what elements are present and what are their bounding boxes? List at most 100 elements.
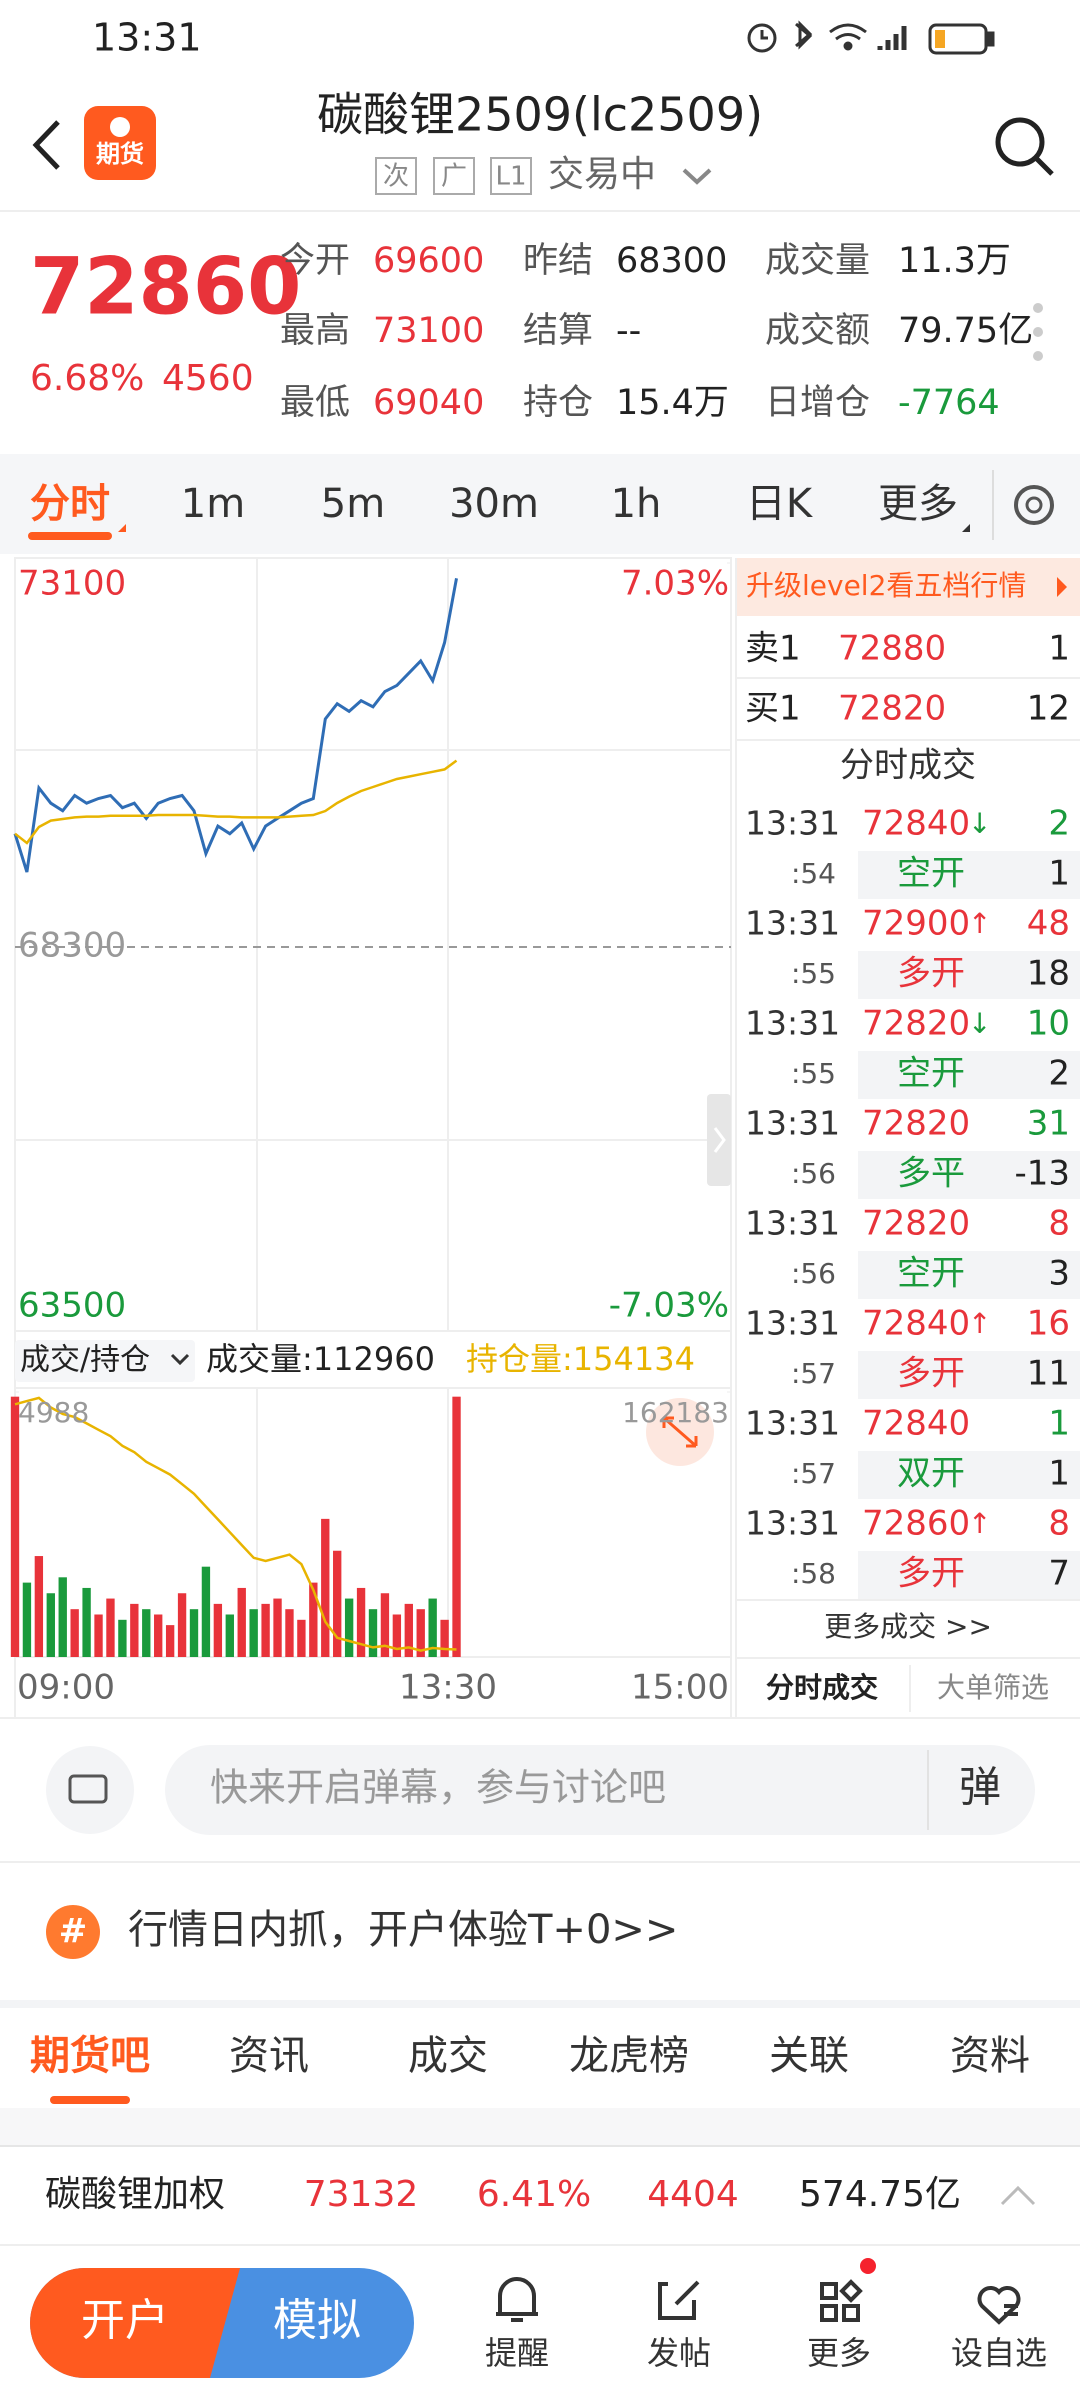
back-button[interactable] (32, 120, 60, 170)
more-dots[interactable] (1033, 303, 1043, 361)
field-value: 69600 (373, 241, 484, 281)
period-tab[interactable]: 分时 (30, 481, 110, 527)
volume-bar (309, 1582, 318, 1657)
search-button[interactable] (995, 117, 1045, 167)
field-value: -7764 (898, 383, 1000, 423)
more-trades[interactable]: 更多成交 >> (824, 1610, 992, 1643)
page-title: 碳酸锂2509(lc2509) (317, 88, 763, 142)
panel-tab[interactable]: 大单筛选 (937, 1671, 1049, 1704)
volume-bar (189, 1609, 199, 1657)
level2-banner[interactable] (737, 558, 1080, 616)
field-label: 成交量 (765, 241, 870, 281)
x-tick-label: 13:30 (399, 1668, 497, 1708)
settings-inner (1025, 496, 1043, 514)
badge (490, 157, 532, 195)
search-handle (1034, 156, 1054, 176)
field-label: 成交额 (765, 311, 870, 351)
volume-bar (416, 1609, 425, 1657)
tab-corner (962, 524, 970, 532)
field-value: 68300 (616, 241, 727, 281)
active-underline (28, 532, 112, 540)
danmaku-button[interactable]: 弹 (959, 1763, 1001, 1812)
ticker-expand[interactable] (1000, 2185, 1036, 2206)
field-label: 结算 (523, 311, 593, 351)
field-value: -- (616, 311, 641, 351)
trade-time: 13:31 (745, 804, 840, 843)
comment-input[interactable] (165, 1745, 1035, 1835)
settings-button[interactable] (1014, 485, 1054, 525)
volume-bar (10, 1396, 20, 1657)
ticker-amount: 574.75亿 (799, 2174, 961, 2215)
volume-tick-label: 4988 (18, 1396, 89, 1429)
x-tick-label: 09:00 (17, 1668, 115, 1708)
badge (433, 157, 475, 195)
status-icons (747, 20, 995, 55)
status-chevron[interactable] (682, 168, 712, 185)
period-tab[interactable]: 30m (449, 481, 539, 527)
hold-line (14, 1396, 457, 1652)
level2-banner-text[interactable]: 升级level2看五档行情 (746, 569, 1026, 602)
price-line (13, 578, 458, 873)
nav-item[interactable]: 设自选 (951, 2334, 1047, 2372)
trade-subrow (858, 1351, 1080, 1399)
last-price: 72860 (30, 242, 301, 332)
period-tab[interactable]: 5m (321, 481, 385, 527)
selector-box[interactable] (15, 1340, 195, 1382)
panel-tab[interactable]: 分时成交 (766, 1671, 878, 1704)
trade-price: 72820 (862, 1204, 970, 1244)
danmaku-toggle[interactable] (46, 1746, 134, 1834)
volume-bar (130, 1603, 139, 1657)
volume-bar (368, 1609, 378, 1657)
nav-item[interactable]: 提醒 (485, 2334, 549, 2372)
sim-label[interactable]: 模拟 (273, 2295, 361, 2346)
open-account-label[interactable]: 开户 (81, 2295, 169, 2346)
period-tab[interactable]: 更多 (878, 481, 958, 527)
indicator-selector[interactable]: 成交/持仓 (20, 1343, 150, 1378)
expand-handle[interactable] (707, 1094, 731, 1186)
volume-bar (142, 1609, 151, 1657)
book-qty: 12 (1027, 689, 1070, 729)
trade-subrow (858, 1251, 1080, 1299)
badge (375, 157, 417, 195)
section-tab[interactable]: 资讯 (229, 2033, 309, 2079)
selector-chevron (170, 1353, 190, 1366)
trade-qty: 10 (1027, 1004, 1070, 1044)
trade-delta: 2 (1048, 1054, 1070, 1094)
period-tab[interactable]: 1m (181, 481, 245, 527)
field-value: 11.3万 (898, 241, 1011, 281)
trade-time: 13:31 (745, 1304, 840, 1343)
ticker-change: 4404 (647, 2174, 739, 2215)
trade-qty: 1 (1048, 1404, 1070, 1444)
section-tab[interactable]: 龙虎榜 (569, 2033, 689, 2079)
trade-subrow (858, 1151, 1080, 1199)
period-tab[interactable]: 1h (611, 481, 662, 527)
section-tab[interactable]: 资料 (950, 2033, 1030, 2079)
trade-second: :57 (791, 1357, 836, 1390)
section-tab[interactable]: 期货吧 (30, 2033, 150, 2079)
open-account-button[interactable] (30, 2268, 240, 2378)
volume-bar (154, 1614, 163, 1657)
nav-item[interactable]: 更多 (807, 2334, 871, 2372)
period-tab[interactable]: 日K (746, 481, 814, 527)
trade-delta: 3 (1048, 1254, 1070, 1294)
comment-placeholder[interactable]: 快来开启弹幕，参与讨论吧 (210, 1766, 666, 1810)
trade-arrow: ↓ (968, 1007, 991, 1040)
trade-status[interactable]: 交易中 (548, 154, 656, 195)
fullscreen-icon (662, 1416, 698, 1448)
promo-icon (46, 1905, 100, 1959)
trade-second: :58 (791, 1557, 836, 1590)
section-tab[interactable]: 关联 (769, 2033, 849, 2079)
promo-text[interactable]: 行情日内抓，开户体验T+0>> (128, 1907, 678, 1953)
change-percent: 6.68% (30, 358, 144, 399)
field-label: 日增仓 (765, 383, 870, 423)
field-label: 昨结 (523, 241, 593, 281)
section-tab[interactable]: 成交 (408, 2033, 488, 2079)
nav-item[interactable]: 发帖 (647, 2334, 711, 2372)
trade-second: :54 (791, 857, 836, 890)
volume-bar (237, 1587, 246, 1657)
volume-bar (46, 1593, 55, 1657)
y2-tick-label: 7.03% (621, 564, 729, 604)
app-logo (84, 106, 156, 180)
average-line (14, 759, 458, 845)
volume-bar (118, 1619, 127, 1657)
